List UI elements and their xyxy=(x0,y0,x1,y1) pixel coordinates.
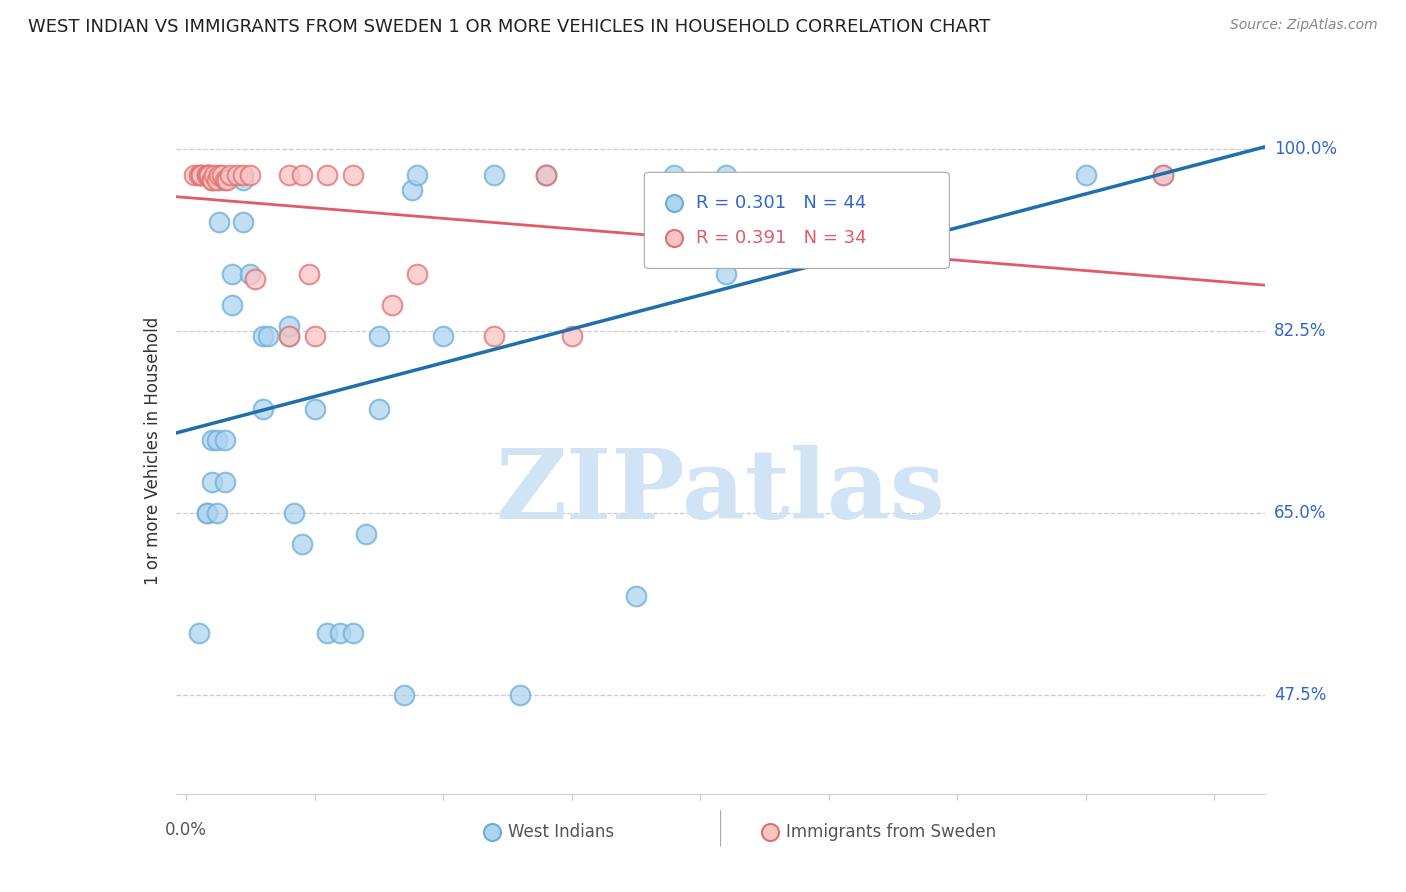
Point xyxy=(304,401,326,416)
Point xyxy=(187,625,209,640)
Point xyxy=(239,267,262,281)
Point xyxy=(624,589,647,603)
Text: WEST INDIAN VS IMMIGRANTS FROM SWEDEN 1 OR MORE VEHICLES IN HOUSEHOLD CORRELATIO: WEST INDIAN VS IMMIGRANTS FROM SWEDEN 1 … xyxy=(28,18,990,36)
Point xyxy=(202,168,225,182)
Point xyxy=(1350,339,1372,353)
Point xyxy=(195,506,218,520)
Point xyxy=(342,168,364,182)
Point xyxy=(432,329,454,343)
Point xyxy=(239,168,262,182)
Point xyxy=(190,168,212,182)
Point xyxy=(484,168,506,182)
Point xyxy=(277,329,299,343)
Point xyxy=(208,168,231,182)
Point xyxy=(509,688,531,702)
Point xyxy=(354,526,377,541)
Text: West Indians: West Indians xyxy=(508,822,614,840)
Point xyxy=(277,329,299,343)
Point xyxy=(1350,287,1372,301)
Point xyxy=(664,168,686,182)
Point xyxy=(257,329,280,343)
Y-axis label: 1 or more Vehicles in Household: 1 or more Vehicles in Household xyxy=(143,317,162,584)
Point xyxy=(201,173,224,187)
Point xyxy=(298,267,321,281)
Point xyxy=(245,271,267,285)
Text: ZIPatlas: ZIPatlas xyxy=(496,445,945,539)
Point xyxy=(291,537,314,551)
Point xyxy=(214,433,236,447)
Point xyxy=(252,329,274,343)
Point xyxy=(214,173,236,187)
Text: 65.0%: 65.0% xyxy=(1274,504,1326,522)
Point xyxy=(283,506,305,520)
Point xyxy=(198,168,221,182)
Point xyxy=(221,298,243,312)
Point xyxy=(205,433,228,447)
Point xyxy=(232,214,254,228)
Text: 0.0%: 0.0% xyxy=(165,822,207,839)
Point xyxy=(214,475,236,489)
Point xyxy=(201,475,224,489)
Point xyxy=(534,168,557,182)
Point xyxy=(316,168,339,182)
Point xyxy=(195,506,218,520)
Point xyxy=(401,183,423,197)
Point xyxy=(201,173,224,187)
Point xyxy=(381,298,404,312)
Point xyxy=(211,168,233,182)
Point xyxy=(208,214,231,228)
Point xyxy=(714,267,737,281)
Point xyxy=(221,267,243,281)
Point xyxy=(1152,168,1174,182)
Point xyxy=(190,168,212,182)
Point xyxy=(534,168,557,182)
Point xyxy=(201,433,224,447)
Point xyxy=(329,625,352,640)
Text: Immigrants from Sweden: Immigrants from Sweden xyxy=(786,822,995,840)
Point xyxy=(406,267,429,281)
Point xyxy=(195,168,218,182)
Point xyxy=(198,168,221,182)
Text: 82.5%: 82.5% xyxy=(1274,322,1327,340)
Point xyxy=(316,625,339,640)
Text: Source: ZipAtlas.com: Source: ZipAtlas.com xyxy=(1230,18,1378,32)
Point xyxy=(218,168,240,182)
Point xyxy=(367,401,389,416)
Point xyxy=(187,168,209,182)
Point xyxy=(1074,168,1097,182)
Point xyxy=(252,401,274,416)
Point xyxy=(291,168,314,182)
Point xyxy=(205,506,228,520)
Text: 47.5%: 47.5% xyxy=(1274,686,1326,704)
Point xyxy=(232,173,254,187)
Point xyxy=(205,173,228,187)
Text: R = 0.391   N = 34: R = 0.391 N = 34 xyxy=(696,228,866,246)
Point xyxy=(217,173,239,187)
Point xyxy=(195,168,218,182)
Text: 100.0%: 100.0% xyxy=(1274,140,1337,158)
Point xyxy=(560,329,582,343)
Point xyxy=(226,168,249,182)
Point xyxy=(342,625,364,640)
Text: R = 0.301   N = 44: R = 0.301 N = 44 xyxy=(696,194,866,212)
Point xyxy=(304,329,326,343)
FancyBboxPatch shape xyxy=(644,172,949,268)
Point xyxy=(183,168,205,182)
Point xyxy=(232,168,254,182)
Point xyxy=(406,168,429,182)
Point xyxy=(534,168,557,182)
Point xyxy=(484,329,506,343)
Point xyxy=(367,329,389,343)
Point xyxy=(714,168,737,182)
Point xyxy=(277,168,299,182)
Point xyxy=(208,173,231,187)
Point xyxy=(1152,168,1174,182)
Point xyxy=(277,318,299,333)
Point xyxy=(394,688,416,702)
